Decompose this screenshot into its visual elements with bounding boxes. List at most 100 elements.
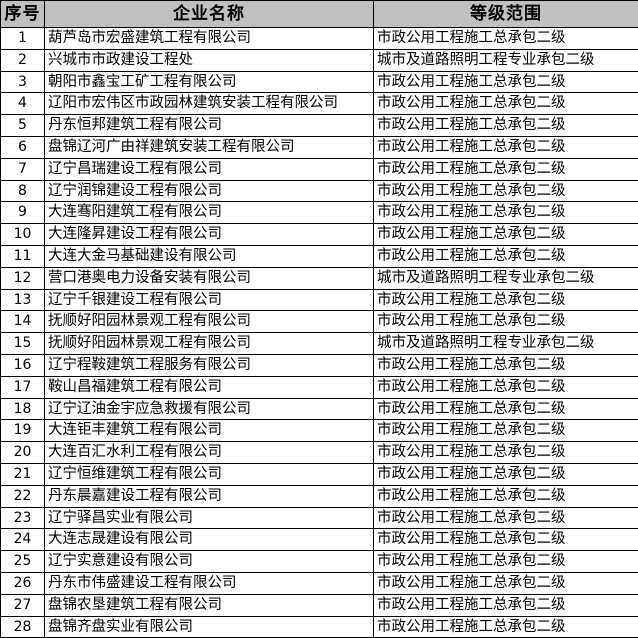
cell-qualification-scope: 市政公用工程施工总承包二级	[374, 420, 638, 442]
cell-seq: 5	[1, 115, 45, 137]
cell-qualification-scope: 市政公用工程施工总承包二级	[374, 93, 638, 115]
cell-enterprise-name: 朝阳市鑫宝工矿工程有限公司	[45, 71, 374, 93]
cell-qualification-scope: 市政公用工程施工总承包二级	[374, 311, 638, 333]
cell-qualification-scope: 市政公用工程施工总承包二级	[374, 202, 638, 224]
cell-enterprise-name: 辽阳市宏伟区市政园林建筑安装工程有限公司	[45, 93, 374, 115]
cell-enterprise-name: 辽宁昌瑞建设工程有限公司	[45, 158, 374, 180]
column-header-seq: 序号	[1, 1, 45, 28]
cell-enterprise-name: 丹东恒邦建筑工程有限公司	[45, 115, 374, 137]
cell-enterprise-name: 辽宁驿昌实业有限公司	[45, 507, 374, 529]
cell-enterprise-name: 盘锦农垦建筑工程有限公司	[45, 594, 374, 616]
cell-seq: 25	[1, 551, 45, 573]
cell-seq: 3	[1, 71, 45, 93]
cell-seq: 17	[1, 376, 45, 398]
cell-qualification-scope: 市政公用工程施工总承包二级	[374, 442, 638, 464]
cell-seq: 19	[1, 420, 45, 442]
column-header-scope: 等级范围	[374, 1, 638, 28]
cell-enterprise-name: 辽宁恒维建筑工程有限公司	[45, 463, 374, 485]
cell-seq: 6	[1, 136, 45, 158]
cell-enterprise-name: 丹东市伟盛建设工程有限公司	[45, 572, 374, 594]
cell-seq: 9	[1, 202, 45, 224]
cell-seq: 4	[1, 93, 45, 115]
cell-qualification-scope: 市政公用工程施工总承包二级	[374, 115, 638, 137]
cell-qualification-scope: 市政公用工程施工总承包二级	[374, 529, 638, 551]
cell-enterprise-name: 抚顺好阳园林景观工程有限公司	[45, 333, 374, 355]
cell-seq: 20	[1, 442, 45, 464]
cell-seq: 23	[1, 507, 45, 529]
cell-seq: 28	[1, 616, 45, 638]
cell-seq: 16	[1, 354, 45, 376]
cell-enterprise-name: 辽宁程鞍建筑工程服务有限公司	[45, 354, 374, 376]
cell-qualification-scope: 市政公用工程施工总承包二级	[374, 289, 638, 311]
cell-seq: 21	[1, 463, 45, 485]
cell-enterprise-name: 大连隆昇建设工程有限公司	[45, 224, 374, 246]
cell-qualification-scope: 市政公用工程施工总承包二级	[374, 28, 638, 50]
cell-enterprise-name: 盘锦辽河广由祥建筑安装工程有限公司	[45, 136, 374, 158]
cell-enterprise-name: 大连百汇水利工程有限公司	[45, 442, 374, 464]
cell-qualification-scope: 市政公用工程施工总承包二级	[374, 463, 638, 485]
cell-qualification-scope: 市政公用工程施工总承包二级	[374, 180, 638, 202]
cell-seq: 24	[1, 529, 45, 551]
cell-seq: 8	[1, 180, 45, 202]
cell-seq: 1	[1, 28, 45, 50]
cell-qualification-scope: 市政公用工程施工总承包二级	[374, 551, 638, 573]
cell-qualification-scope: 市政公用工程施工总承包二级	[374, 572, 638, 594]
cell-seq: 18	[1, 398, 45, 420]
cell-enterprise-name: 抚顺好阳园林景观工程有限公司	[45, 311, 374, 333]
cell-seq: 10	[1, 224, 45, 246]
cell-enterprise-name: 大连志晟建设有限公司	[45, 529, 374, 551]
table-header-row: 序号 企业名称 等级范围	[1, 1, 638, 28]
cell-enterprise-name: 辽宁实意建设有限公司	[45, 551, 374, 573]
cell-qualification-scope: 市政公用工程施工总承包二级	[374, 224, 638, 246]
cell-qualification-scope: 市政公用工程施工总承包二级	[374, 245, 638, 267]
cell-enterprise-name: 大连钜丰建筑工程有限公司	[45, 420, 374, 442]
cell-enterprise-name: 葫芦岛市宏盛建筑工程有限公司	[45, 28, 374, 50]
cell-enterprise-name: 鞍山昌福建筑工程有限公司	[45, 376, 374, 398]
cell-qualification-scope: 市政公用工程施工总承包二级	[374, 71, 638, 93]
cell-seq: 26	[1, 572, 45, 594]
cell-qualification-scope: 市政公用工程施工总承包二级	[374, 354, 638, 376]
cell-seq: 22	[1, 485, 45, 507]
cell-seq: 13	[1, 289, 45, 311]
cell-enterprise-name: 辽宁千银建设工程有限公司	[45, 289, 374, 311]
cell-enterprise-name: 丹东晨嘉建设工程有限公司	[45, 485, 374, 507]
cell-enterprise-name: 大连大金马基础建设有限公司	[45, 245, 374, 267]
cell-enterprise-name: 兴城市市政建设工程处	[45, 49, 374, 71]
cell-seq: 27	[1, 594, 45, 616]
cell-enterprise-name: 辽宁润锦建设工程有限公司	[45, 180, 374, 202]
cell-seq: 2	[1, 49, 45, 71]
cell-enterprise-name: 辽宁辽油金宇应急救援有限公司	[45, 398, 374, 420]
cell-seq: 15	[1, 333, 45, 355]
cell-seq: 12	[1, 267, 45, 289]
cell-enterprise-name: 盘锦齐盘实业有限公司	[45, 616, 374, 638]
cell-qualification-scope: 城市及道路照明工程专业承包二级	[374, 267, 638, 289]
cell-seq: 14	[1, 311, 45, 333]
cell-seq: 11	[1, 245, 45, 267]
cell-qualification-scope: 市政公用工程施工总承包二级	[374, 594, 638, 616]
